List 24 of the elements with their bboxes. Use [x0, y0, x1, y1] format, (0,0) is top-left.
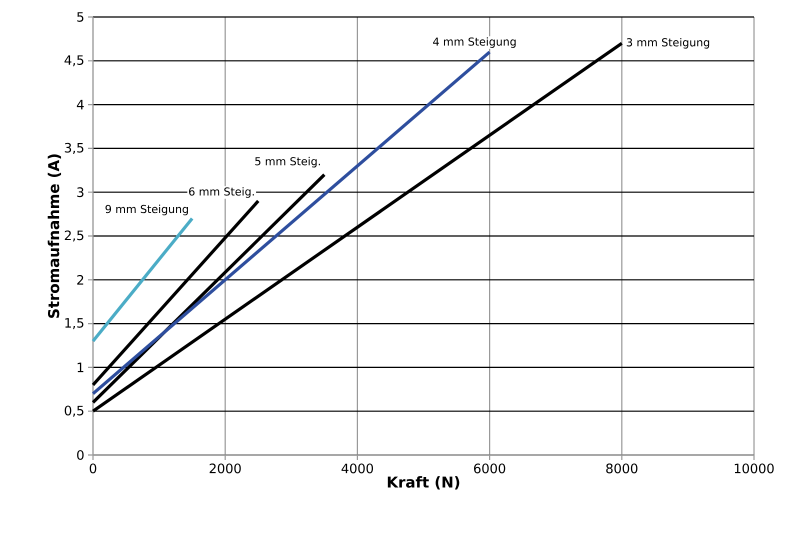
x-tick-label: 4000: [342, 464, 374, 474]
y-tick-label: 3,5: [64, 142, 84, 154]
series-label: 4 mm Steigung: [433, 37, 516, 48]
x-tick-label: 8000: [606, 464, 638, 474]
y-tick-label: 4,5: [64, 55, 84, 66]
x-tick-label: 10000: [734, 464, 774, 474]
x-tick-label: 2000: [210, 464, 241, 474]
y-axis-title: Stromaufnahme (A): [48, 154, 62, 318]
y-tick-label: 0: [77, 450, 84, 460]
x-tick-label: 0: [90, 464, 96, 474]
y-tick-label: 1: [78, 362, 84, 372]
y-tick-label: 2: [77, 275, 84, 285]
series-label: 6 mm Steig.: [189, 187, 254, 198]
x-axis-title: Kraft (N): [388, 476, 460, 490]
series-label: 3 mm Steigung: [626, 38, 710, 49]
series-label: 9 mm Steigung: [106, 204, 188, 216]
y-tick-label: 5: [77, 12, 84, 22]
y-tick-label: 3: [77, 187, 84, 198]
y-tick-label: 2,5: [64, 230, 84, 242]
series-label: 5 mm Steig.: [255, 156, 320, 168]
y-tick-label: 0,5: [64, 406, 84, 417]
y-tick-label: 4: [76, 100, 84, 110]
y-tick-label: 1,5: [65, 318, 84, 330]
x-tick-label: 6000: [474, 464, 506, 474]
